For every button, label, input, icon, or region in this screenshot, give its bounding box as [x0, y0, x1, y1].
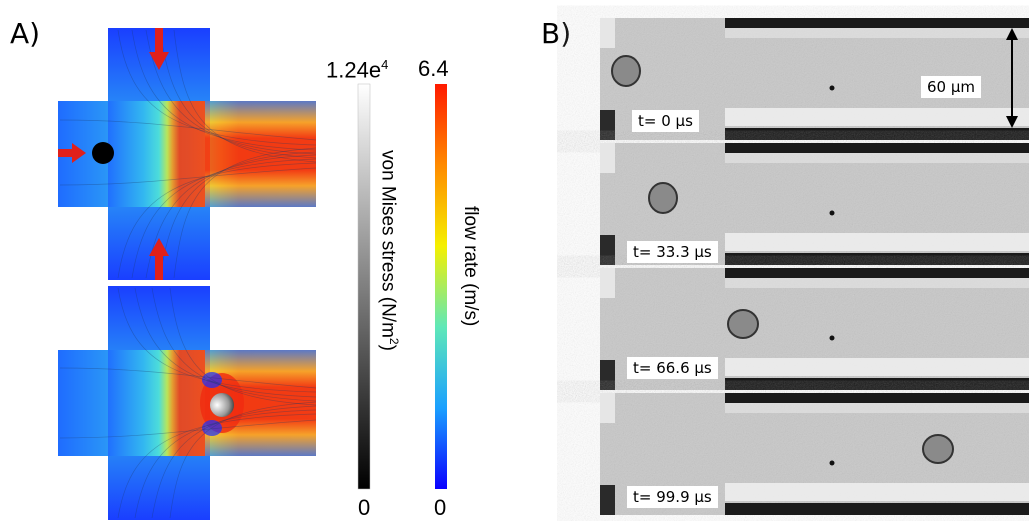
microscopy-frames	[600, 18, 1029, 515]
stress-title-exponent: 2	[387, 337, 401, 345]
inlet-arrow-top	[149, 28, 169, 70]
inlet-arrow-left	[58, 143, 86, 163]
stress-max-label: 1.24e4	[326, 58, 388, 81]
flow-axis-title: flow rate (m/s)	[460, 206, 481, 327]
inlet-arrow-bottom	[149, 238, 169, 280]
simulation-top	[58, 28, 317, 280]
panel-a-label: A)	[10, 17, 41, 50]
stress-max-value: 1.24e	[326, 57, 382, 83]
stress-title-close: )	[377, 344, 399, 351]
stress-min-label: 0	[358, 495, 371, 520]
stress-colorbar	[357, 83, 371, 490]
flow-min-label: 0	[434, 495, 447, 520]
scale-bar-label: 60 µm	[921, 76, 982, 98]
flow-max-label: 6.4	[418, 56, 449, 81]
scale-bar-arrow	[1006, 28, 1018, 128]
simulation-bottom	[58, 286, 317, 520]
panel-b-label: B)	[541, 17, 572, 50]
time-label-frame-3: t= 66.6 µs	[627, 357, 718, 379]
stress-axis-title: von Mises stress (N/m2)	[377, 150, 401, 351]
deformed-cell	[210, 393, 234, 417]
time-label-frame-4: t= 99.9 µs	[627, 486, 718, 508]
time-label-frame-2: t= 33.3 µs	[627, 241, 718, 263]
stress-title-text: von Mises stress (N/m	[377, 150, 399, 338]
stress-max-exponent: 4	[381, 57, 389, 72]
time-label-frame-1: t= 0 µs	[632, 110, 699, 132]
flow-colorbar	[435, 84, 447, 489]
particle	[92, 142, 114, 164]
